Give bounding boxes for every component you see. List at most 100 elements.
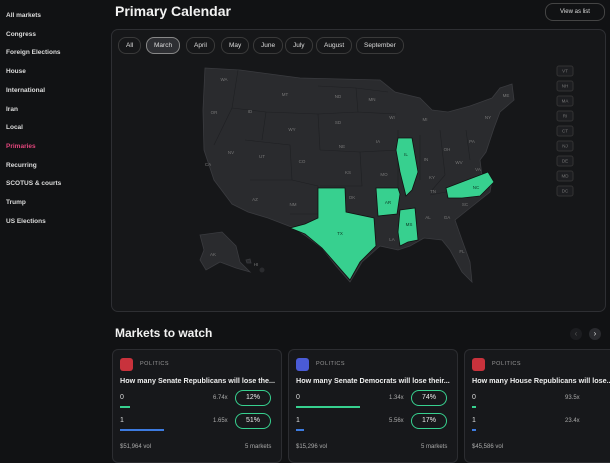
small-state-box[interactable] [556,95,574,107]
small-state-label: VT [562,68,568,73]
small-state-box[interactable] [556,155,574,167]
outcome-name: 0 [472,394,476,401]
month-tab[interactable]: September [356,37,404,54]
month-tab[interactable]: April [186,37,216,54]
market-question: How many Senate Republicans will lose th… [120,376,275,385]
outcome-chance[interactable]: 17% [411,413,447,429]
outcome-payout: 5.56x [389,418,404,424]
outcome-bar [120,429,164,431]
outcome-payout: 93.5x [565,395,580,401]
sidebar-item[interactable]: Trump [6,199,26,206]
outcome-payout: 23.4x [565,418,580,424]
state-label: CO [299,159,306,164]
market-card[interactable]: POLITICS How many House Republicans will … [464,349,610,463]
small-state-label: CT [562,128,568,133]
category-tag: POLITICS [316,361,346,367]
outcome-name: 0 [296,394,300,401]
sidebar-item[interactable]: Foreign Elections [6,49,61,57]
state-label: WI [389,115,395,120]
month-tab[interactable]: May [221,37,250,54]
sidebar-item[interactable]: Congress [6,30,36,38]
sidebar-item[interactable]: Primaries [6,142,36,150]
small-state-box[interactable] [556,125,574,137]
next-arrow[interactable]: › [589,328,601,340]
state-label: OR [211,110,219,115]
market-card[interactable]: POLITICS How many Senate Democrats will l… [288,349,458,463]
state-label: SD [335,120,342,125]
sidebar-item[interactable]: SCOTUS & courts [6,180,62,188]
outcome-bar [472,406,476,408]
state-label: AK [210,252,216,257]
small-state-box[interactable] [556,185,574,197]
sidebar-item[interactable]: Iran [6,105,18,113]
outcome-chance[interactable]: 12% [235,390,271,406]
state-north-carolina[interactable] [445,171,495,199]
state-label: UT [259,154,265,159]
category-tag: POLITICS [492,361,522,367]
small-state-box[interactable] [556,80,574,92]
state-label: NV [228,150,234,155]
state-label: ME [503,93,510,98]
market-count: 5 markets [245,444,272,450]
outcome-payout: 1.34x [389,395,404,401]
state-label: SC [462,202,469,207]
small-state-label: MD [562,173,570,178]
sidebar-item[interactable]: US Elections [6,217,46,225]
state-label: IA [376,139,380,144]
market-volume: $51,964 vol [120,444,152,450]
state-label: AR [385,200,392,205]
state-label: CA [205,162,211,167]
alaska [199,231,252,273]
prev-arrow[interactable]: ‹ [570,328,582,340]
state-label: MI [423,117,428,122]
state-label: MS [406,222,413,227]
market-card[interactable]: POLITICS How many Senate Republicans will… [112,349,282,463]
state-label: TX [337,231,343,236]
outcome-chance[interactable]: 51% [235,413,271,429]
sidebar-item[interactable]: International [6,86,46,94]
sidebar-item[interactable]: House [6,68,26,76]
state-label: NM [290,202,297,207]
month-tab[interactable]: July [285,37,313,54]
page-title: Primary Calendar [115,3,231,19]
market-question: How many Senate Democrats will lose thei… [296,376,450,385]
small-state-label: NH [562,83,569,88]
state-label: AL [425,215,431,220]
sidebar-item[interactable]: Local [6,124,23,132]
state-mississippi[interactable] [397,207,419,247]
market-icon [120,358,133,371]
state-label: NE [339,144,345,149]
state-label: WV [455,160,462,165]
small-state-label: MA [562,98,569,103]
month-tab[interactable]: June [253,37,284,54]
small-state-box[interactable] [556,170,574,182]
small-state-box[interactable] [556,110,574,122]
market-volume: $15,296 vol [296,444,328,450]
month-tab[interactable]: March [146,37,181,54]
view-as-list-button[interactable]: View as list [545,3,605,21]
outcome-bar [120,406,130,408]
state-label: KS [345,170,351,175]
outcome-bar [472,429,476,431]
state-illinois[interactable] [395,137,419,197]
state-label: TN [430,189,436,194]
outcome-chance[interactable]: 74% [411,390,447,406]
sidebar-item[interactable]: Recurring [6,161,37,169]
outcome-name: 1 [472,417,476,424]
state-label: VA [475,167,481,172]
market-icon [472,358,485,371]
month-tab[interactable]: All [118,37,142,54]
state-label: OH [444,147,451,152]
small-state-box[interactable] [556,65,574,77]
month-tab[interactable]: August [316,37,353,54]
market-icon [296,358,309,371]
small-state-label: RI [563,113,568,118]
small-state-box[interactable] [556,140,574,152]
state-label: MN [369,97,376,102]
state-label: KY [429,175,435,180]
state-texas[interactable] [288,187,377,281]
sidebar-item[interactable]: All markets [6,12,42,19]
state-arkansas[interactable] [375,187,401,217]
